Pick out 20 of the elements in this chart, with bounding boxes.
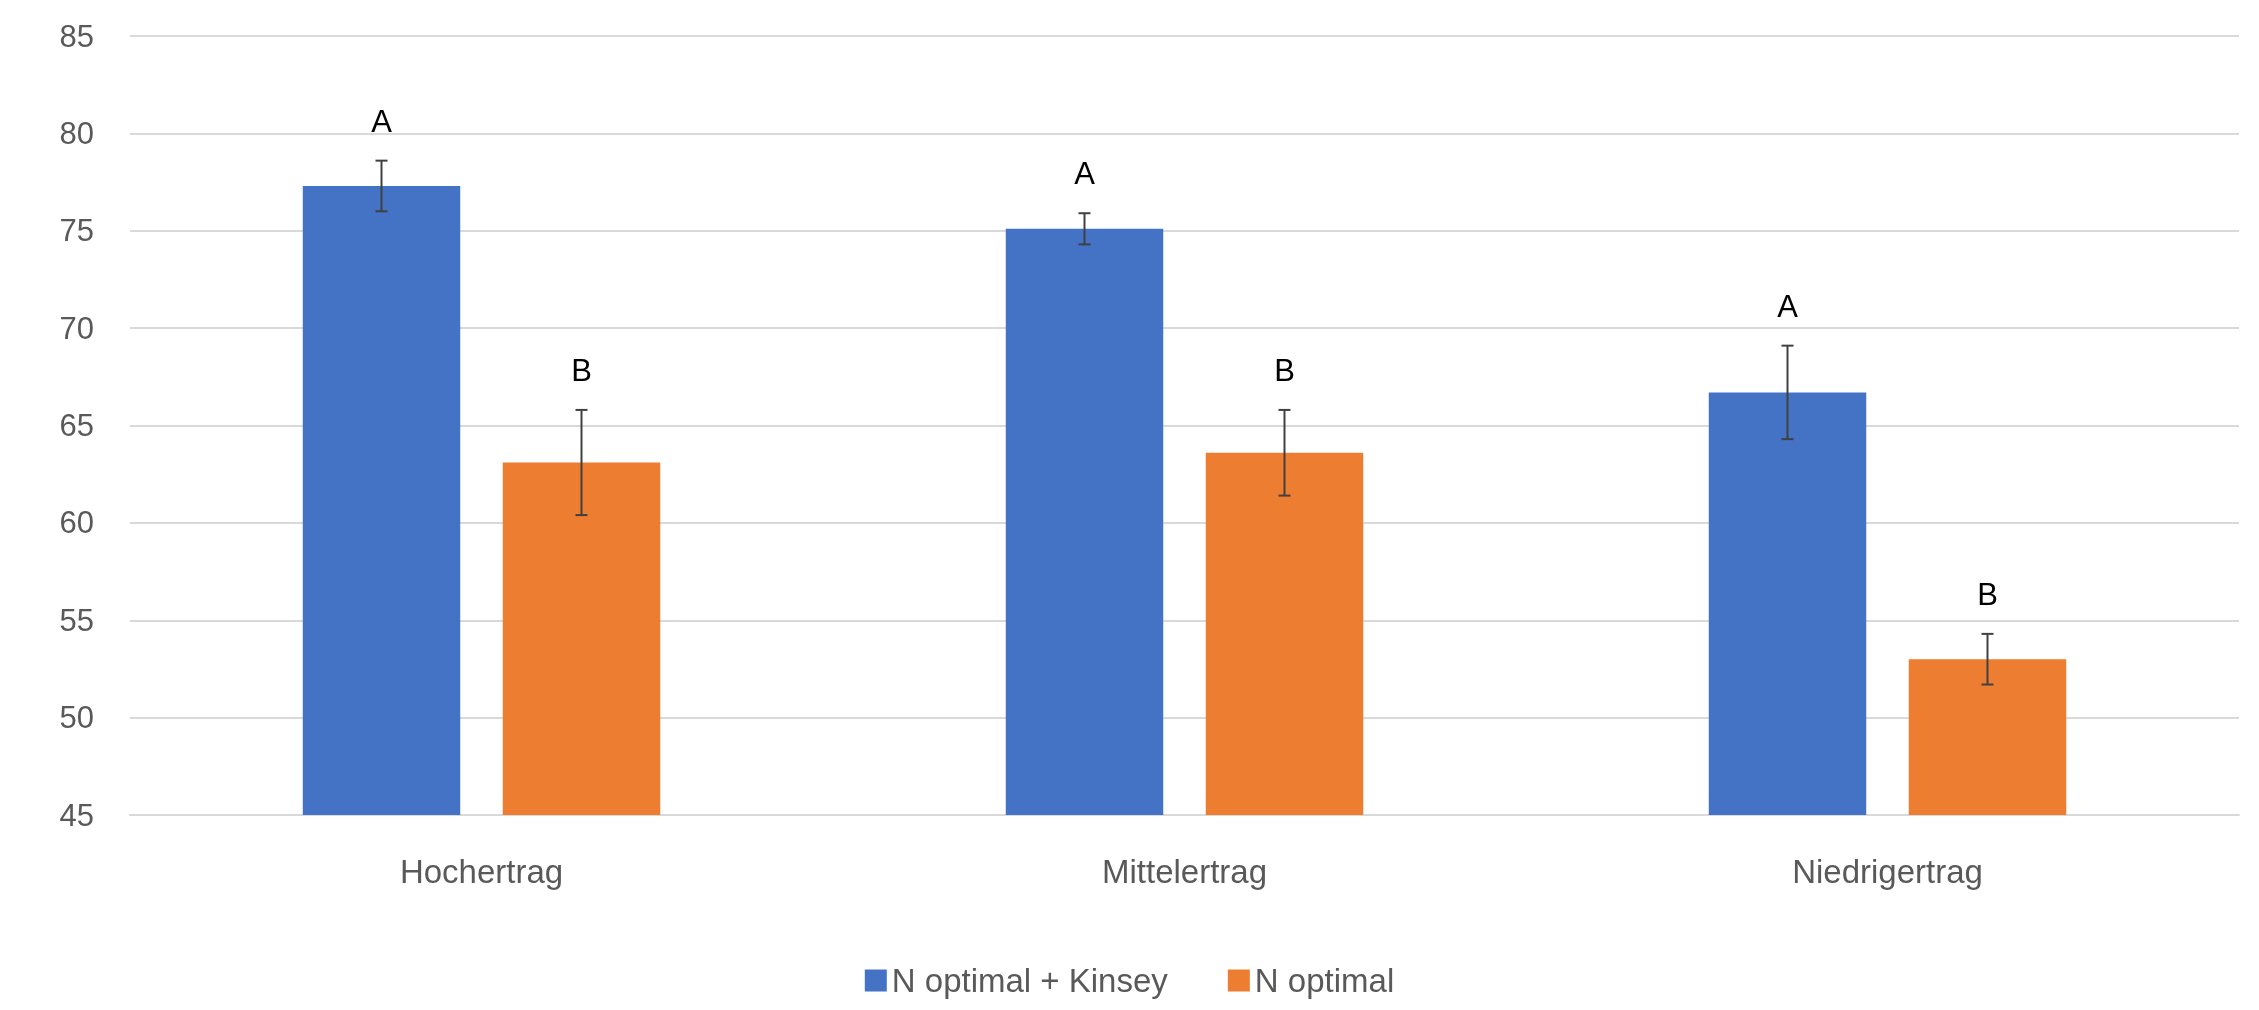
legend-label: N optimal + Kinsey [891, 962, 1169, 999]
y-tick-label: 75 [59, 213, 94, 249]
x-tick-label: Niedrigertrag [1792, 853, 1983, 890]
legend-label: N optimal [1254, 962, 1395, 999]
data-label: A [371, 103, 393, 139]
data-label: B [571, 352, 592, 388]
y-tick-label: 70 [59, 310, 94, 346]
y-tick-label: 80 [59, 115, 94, 151]
data-label: A [1777, 288, 1799, 324]
y-tick-label: 45 [59, 797, 94, 833]
x-tick-label: Mittelertrag [1101, 853, 1268, 890]
y-tick-label: 65 [59, 408, 94, 443]
data-label: B [1274, 352, 1295, 388]
y-tick-label: 55 [59, 602, 94, 638]
x-tick-label: Hochertrag [399, 853, 564, 890]
y-tick-label: 85 [59, 18, 94, 54]
data-label: B [1977, 576, 1998, 612]
y-tick-label: 60 [59, 505, 94, 541]
y-tick-label: 50 [59, 700, 94, 736]
data-label: A [1074, 156, 1096, 192]
